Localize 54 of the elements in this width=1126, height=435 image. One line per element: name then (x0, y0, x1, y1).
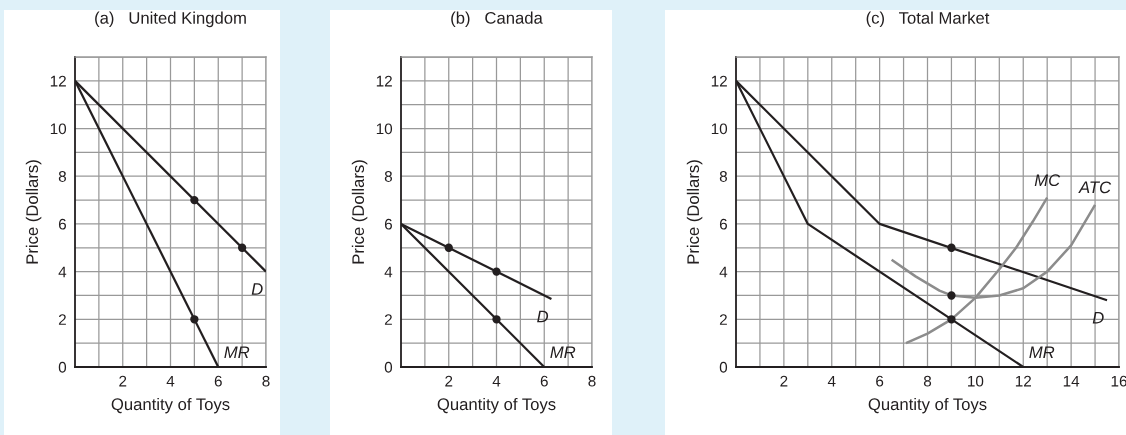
series-label: D (251, 283, 263, 295)
x-tick-label: 6 (214, 375, 222, 387)
series-label: MR (1029, 346, 1055, 358)
y-tick-label: 6 (384, 218, 392, 230)
y-tick-label: 4 (384, 266, 393, 278)
y-tick-label: 10 (376, 123, 393, 135)
x-axis-title: Quantity of Toys (111, 397, 230, 414)
y-tick-label: 2 (58, 314, 66, 325)
y-tick-label: 0 (719, 361, 728, 373)
y-tick-label: 2 (719, 314, 727, 325)
y-tick-label: 8 (384, 171, 392, 182)
y-tick-label: 12 (711, 75, 727, 87)
chart-title: (c) Total Market (866, 11, 990, 28)
x-tick-label: 6 (876, 375, 884, 387)
y-axis-title: Price (Dollars) (351, 160, 368, 264)
series-label: D (537, 310, 549, 323)
y-tick-label: 12 (50, 75, 66, 87)
x-tick-label: 14 (1063, 375, 1080, 387)
series-label: MR (550, 346, 576, 358)
series-label: D (1092, 311, 1104, 324)
y-tick-label: 2 (384, 314, 392, 325)
x-tick-label: 2 (445, 375, 453, 387)
x-tick-label: 12 (1015, 375, 1031, 387)
y-tick-label: 12 (376, 75, 392, 87)
x-tick-label: 8 (588, 375, 596, 387)
x-tick-label: 10 (968, 375, 984, 387)
y-tick-label: 6 (58, 218, 66, 230)
x-tick-label: 4 (166, 375, 175, 387)
x-tick-label: 4 (827, 375, 836, 387)
y-tick-label: 4 (719, 266, 728, 278)
series-label: MR (224, 346, 250, 358)
series-label: ATC (1078, 181, 1112, 194)
chart-title: (b) Canada (451, 11, 543, 28)
y-tick-label: 0 (384, 361, 393, 373)
x-tick-label: 16 (1111, 375, 1126, 387)
x-tick-label: 2 (780, 375, 788, 387)
y-tick-label: 8 (58, 171, 66, 182)
x-axis-title: Quantity of Toys (437, 397, 556, 414)
y-axis-title: Price (Dollars) (25, 160, 42, 264)
y-tick-label: 4 (58, 266, 67, 278)
x-axis-title: Quantity of Toys (868, 397, 987, 414)
x-tick-label: 8 (923, 375, 932, 387)
y-tick-label: 6 (719, 218, 727, 230)
x-tick-label: 6 (540, 375, 548, 387)
y-tick-label: 10 (50, 123, 67, 135)
y-tick-label: 10 (711, 123, 728, 135)
chart-title: (a) United Kingdom (95, 11, 246, 28)
x-tick-label: 8 (262, 375, 270, 387)
x-tick-label: 2 (119, 375, 127, 387)
y-tick-label: 0 (58, 361, 67, 373)
series-label: MC (1034, 174, 1061, 187)
y-tick-label: 8 (719, 171, 727, 182)
y-axis-title: Price (Dollars) (686, 160, 703, 264)
x-tick-label: 4 (492, 375, 501, 387)
